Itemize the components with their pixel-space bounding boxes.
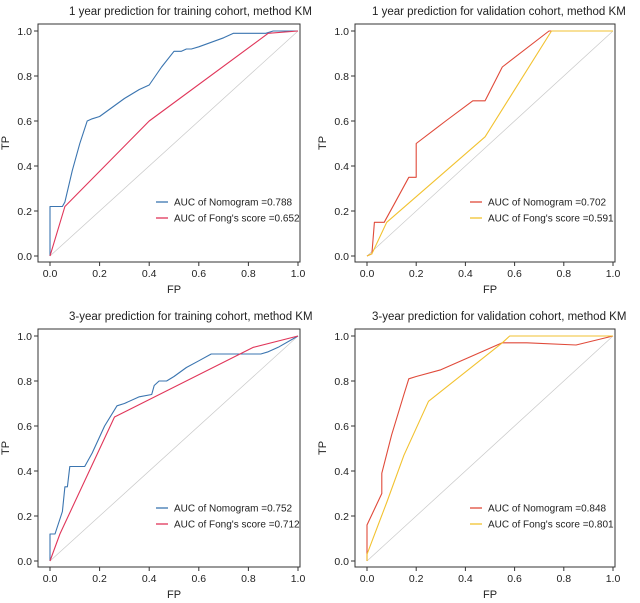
y-tick-label: 0.4	[17, 161, 32, 173]
x-tick-label: 0.4	[458, 573, 473, 585]
x-tick-label: 0.0	[360, 573, 375, 585]
y-tick-label: 1.0	[17, 331, 32, 343]
y-tick-label: 0.8	[334, 376, 349, 388]
roc-series-line-1	[366, 335, 614, 561]
x-tick-label: 0.2	[92, 268, 107, 280]
x-tick-label: 0.6	[507, 268, 522, 280]
y-axis-label: TP	[0, 136, 12, 150]
y-tick-label: 0.4	[334, 466, 349, 478]
plot-frame	[37, 23, 301, 263]
legend-label: AUC of Fong's score =0.652	[174, 214, 300, 225]
x-tick-label: 0.0	[43, 268, 58, 280]
roc-series-line-2	[366, 30, 613, 257]
plot-frame	[37, 328, 301, 568]
y-tick-label: 0.8	[334, 71, 349, 83]
x-axis-label: FP	[483, 589, 497, 601]
chart-panel-4: 3-year prediction for validation cohort,…	[317, 311, 626, 601]
x-tick-label: 0.4	[142, 268, 157, 280]
diagonal-reference-line	[366, 335, 614, 562]
y-tick-label: 1.0	[334, 331, 349, 343]
x-tick-label: 0.2	[92, 573, 107, 585]
y-tick-label: 0.0	[334, 251, 349, 263]
legend-label: AUC of Nomogram =0.752	[174, 504, 293, 515]
y-tick-label: 0.6	[17, 421, 32, 433]
x-tick-label: 0.4	[142, 573, 157, 585]
legend-label: AUC of Fong's score =0.712	[174, 520, 300, 531]
y-tick-label: 0.2	[17, 206, 32, 218]
x-tick-label: 1.0	[291, 573, 306, 585]
x-tick-label: 1.0	[606, 573, 621, 585]
x-tick-label: 0.6	[191, 268, 206, 280]
x-axis-label: FP	[167, 284, 181, 296]
x-axis-label: FP	[483, 284, 497, 296]
y-axis-label: TP	[317, 441, 329, 455]
roc-series-line-2	[49, 30, 299, 257]
y-tick-label: 0.8	[17, 376, 32, 388]
chart-panel-1: 1 year prediction for training cohort, m…	[0, 6, 312, 296]
y-tick-label: 1.0	[334, 26, 349, 38]
y-tick-label: 0.4	[334, 161, 349, 173]
chart-panel-3: 3-year prediction for training cohort, m…	[0, 311, 313, 601]
x-tick-label: 1.0	[606, 268, 621, 280]
x-tick-label: 0.8	[241, 573, 256, 585]
y-axis-label: TP	[317, 136, 329, 150]
y-tick-label: 0.0	[17, 556, 32, 568]
x-tick-label: 0.8	[556, 573, 571, 585]
x-tick-label: 0.4	[458, 268, 473, 280]
legend-label: AUC of Fong's score =0.801	[488, 520, 614, 531]
legend-label: AUC of Nomogram =0.702	[488, 198, 607, 209]
y-tick-label: 0.8	[17, 71, 32, 83]
x-tick-label: 0.2	[409, 268, 424, 280]
chart-title: 3-year prediction for training cohort, m…	[69, 311, 313, 323]
x-tick-label: 0.0	[43, 573, 58, 585]
x-tick-label: 1.0	[291, 268, 306, 280]
plot-frame	[354, 23, 616, 263]
roc-series-line-2	[366, 335, 613, 561]
roc-series-line-1	[366, 30, 613, 257]
legend-label: AUC of Nomogram =0.788	[174, 198, 293, 209]
chart-title: 1 year prediction for training cohort, m…	[69, 6, 312, 18]
y-tick-label: 0.6	[334, 116, 349, 128]
diagonal-reference-line	[49, 30, 299, 257]
diagonal-reference-line	[366, 30, 614, 257]
chart-panel-2: 1 year prediction for validation cohort,…	[317, 6, 626, 296]
y-tick-label: 1.0	[17, 26, 32, 38]
y-tick-label: 0.2	[334, 206, 349, 218]
roc-series-line-1	[49, 335, 299, 561]
x-tick-label: 0.2	[409, 573, 424, 585]
plot-frame	[354, 328, 616, 568]
roc-series-line-1	[49, 30, 298, 256]
legend-label: AUC of Fong's score =0.591	[488, 214, 614, 225]
x-tick-label: 0.6	[507, 573, 522, 585]
chart-title: 3-year prediction for validation cohort,…	[372, 311, 626, 323]
y-tick-label: 0.4	[17, 466, 32, 478]
y-axis-label: TP	[0, 441, 12, 455]
x-tick-label: 0.6	[191, 573, 206, 585]
y-tick-label: 0.0	[334, 556, 349, 568]
y-tick-label: 0.2	[17, 511, 32, 523]
x-axis-label: FP	[167, 589, 181, 601]
x-tick-label: 0.8	[241, 268, 256, 280]
x-tick-label: 0.8	[556, 268, 571, 280]
roc-series-line-2	[49, 335, 299, 562]
y-tick-label: 0.6	[334, 421, 349, 433]
y-tick-label: 0.0	[17, 251, 32, 263]
legend-label: AUC of Nomogram =0.848	[488, 504, 607, 515]
diagonal-reference-line	[49, 335, 299, 562]
chart-title: 1 year prediction for validation cohort,…	[372, 6, 626, 18]
y-tick-label: 0.6	[17, 116, 32, 128]
y-tick-label: 0.2	[334, 511, 349, 523]
x-tick-label: 0.0	[360, 268, 375, 280]
